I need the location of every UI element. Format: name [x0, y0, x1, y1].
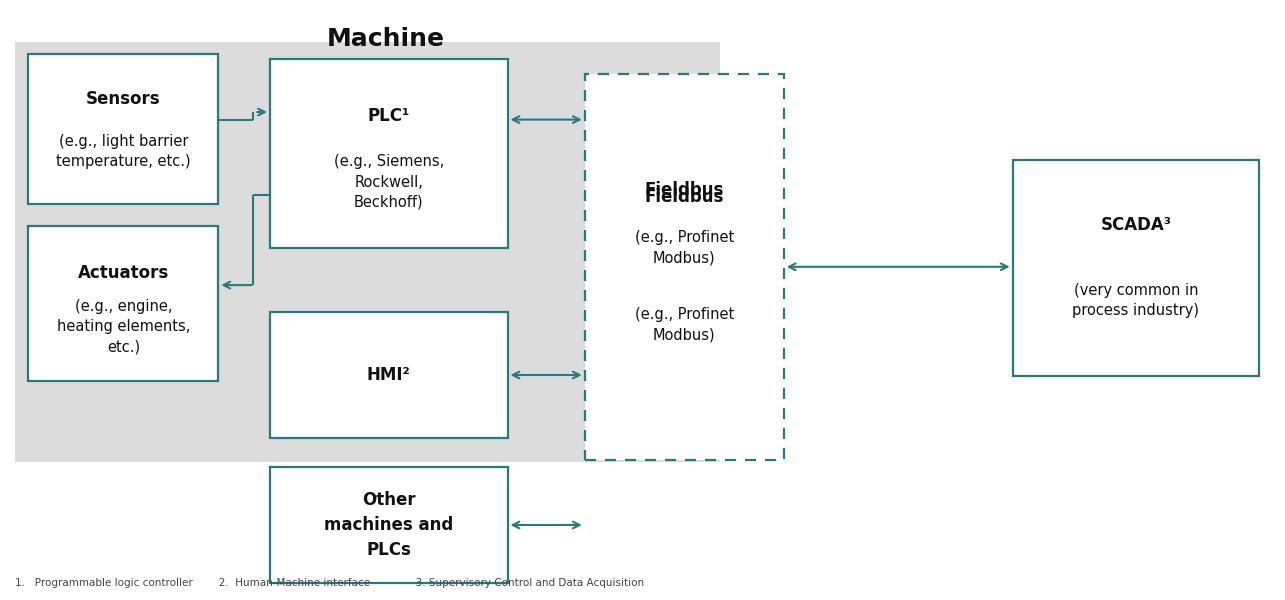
FancyArrowPatch shape [257, 109, 265, 115]
Text: (e.g., Siemens,
Rockwell,
Beckhoff): (e.g., Siemens, Rockwell, Beckhoff) [334, 154, 443, 210]
FancyArrowPatch shape [224, 282, 252, 289]
Bar [270, 467, 508, 583]
Bar [1013, 160, 1259, 376]
Bar [585, 74, 784, 460]
Text: SCADA³: SCADA³ [1100, 216, 1172, 234]
Bar [15, 42, 720, 462]
FancyArrowPatch shape [513, 521, 580, 529]
Bar [270, 312, 508, 438]
Text: 1.   Programmable logic controller        2.  Human-Machine interface           : 1. Programmable logic controller 2. Huma… [15, 578, 645, 588]
Text: (very common in
process industry): (very common in process industry) [1073, 283, 1199, 318]
Bar [270, 59, 508, 248]
FancyArrowPatch shape [789, 263, 1007, 270]
Text: Fieldbus: Fieldbus [645, 181, 723, 199]
Text: Fieldbus: Fieldbus [645, 188, 723, 206]
Text: (e.g., Profinet
Modbus): (e.g., Profinet Modbus) [635, 307, 734, 343]
Text: PLC¹: PLC¹ [368, 107, 410, 125]
Text: Sensors: Sensors [86, 90, 161, 108]
Text: (e.g., Profinet
Modbus): (e.g., Profinet Modbus) [635, 230, 734, 265]
Bar [28, 54, 218, 204]
Text: HMI²: HMI² [366, 366, 411, 384]
Text: Other
machines and
PLCs: Other machines and PLCs [324, 491, 454, 559]
FancyArrowPatch shape [513, 371, 580, 379]
Text: (e.g., light barrier
temperature, etc.): (e.g., light barrier temperature, etc.) [57, 134, 190, 169]
Text: (e.g., engine,
heating elements,
etc.): (e.g., engine, heating elements, etc.) [57, 299, 190, 355]
Text: Machine: Machine [326, 27, 445, 51]
FancyArrowPatch shape [513, 116, 580, 123]
Bar [28, 226, 218, 381]
Text: Actuators: Actuators [77, 264, 170, 282]
